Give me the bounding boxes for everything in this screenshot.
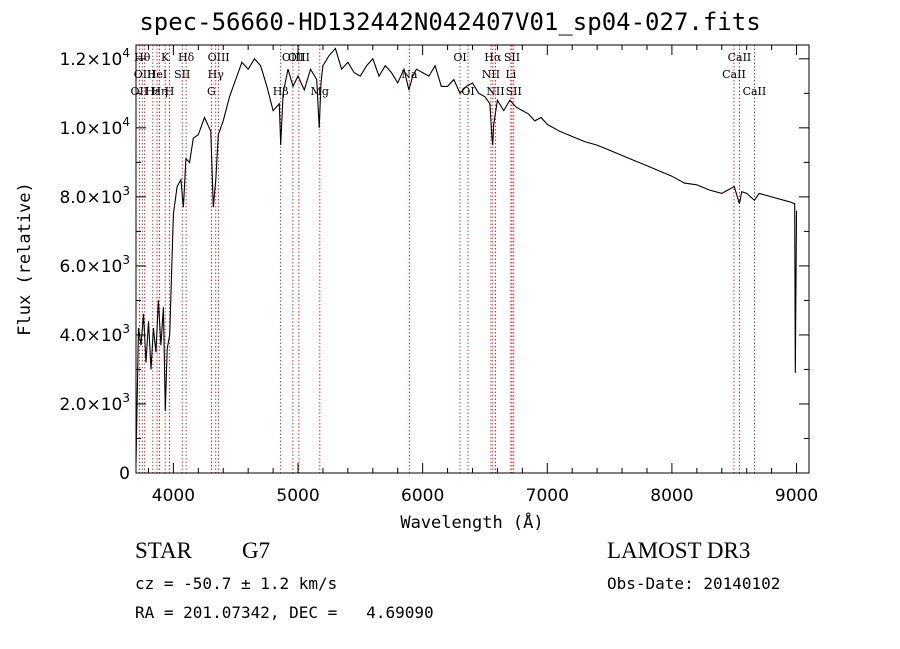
line-marker-label: HeI xyxy=(147,68,167,81)
line-marker-label: OIII xyxy=(282,51,304,64)
y-axis-label: Flux (relative) xyxy=(15,182,35,336)
spectrum-flux-line xyxy=(135,47,798,463)
y-tick-label: 6.0×103 xyxy=(59,253,130,277)
plot-frame xyxy=(135,44,810,474)
axis-ticks xyxy=(136,45,809,474)
obs-date: Obs-Date: 20140102 xyxy=(607,574,781,593)
chart-title: spec-56660-HD132442N042407V01_sp04-027.f… xyxy=(139,8,761,36)
line-marker-label: NII xyxy=(486,85,504,98)
line-marker-label: Hγ xyxy=(208,68,225,81)
x-axis-label: Wavelength (Å) xyxy=(400,511,543,533)
spectral-line-markers xyxy=(138,45,755,473)
line-marker-label: OIII xyxy=(208,51,230,64)
line-marker-label: CaII xyxy=(728,51,752,64)
line-marker-label: Na xyxy=(401,68,418,81)
x-tick-label: 8000 xyxy=(650,486,693,506)
spectral-line-labels: OIIHθOIIIHεHeIHηKHSIIHδGHγOIIIHβOIIIOIII… xyxy=(131,51,767,98)
x-tick-label: 9000 xyxy=(775,486,818,506)
line-marker-label: Li xyxy=(505,68,516,81)
line-marker-label: SII xyxy=(504,51,520,64)
line-marker-label: K xyxy=(161,51,170,64)
line-marker-label: NII xyxy=(482,68,500,81)
line-marker-label: OIII xyxy=(134,68,156,81)
line-marker-label: SII xyxy=(506,85,522,98)
line-marker-label: SII xyxy=(174,68,190,81)
line-marker-label: Hθ xyxy=(134,51,151,64)
x-tick-labels: 4000 5000 6000 7000 8000 9000 xyxy=(152,486,818,506)
x-tick-label: 6000 xyxy=(401,486,444,506)
y-tick-label: 2.0×103 xyxy=(59,391,130,415)
line-marker-label: CaII xyxy=(743,85,767,98)
y-tick-label: 1.2×104 xyxy=(59,46,130,70)
y-tick-labels: 0 2.0×103 4.0×103 6.0×103 8.0×103 1.0×104 1.2×… xyxy=(59,46,130,484)
line-marker-label: H xyxy=(165,85,175,98)
line-marker-label: OI xyxy=(461,85,474,98)
survey-name: LAMOST DR3 xyxy=(607,538,751,563)
line-marker-label: Hβ xyxy=(273,85,289,98)
x-tick-label: 5000 xyxy=(276,486,319,506)
object-class: STAR xyxy=(135,538,192,563)
x-tick-label: 7000 xyxy=(526,486,569,506)
y-tick-label: 1.0×104 xyxy=(59,115,130,139)
line-marker-label: OIII xyxy=(288,51,310,64)
line-marker-label: Hη xyxy=(151,85,167,98)
line-marker-label: Hδ xyxy=(178,51,195,64)
y-tick-label: 4.0×103 xyxy=(59,322,130,346)
line-marker-label: OI xyxy=(453,51,466,64)
ra-dec: RA = 201.07342, DEC = 4.69090 xyxy=(135,603,434,622)
line-marker-label: OII xyxy=(131,85,149,98)
x-tick-label: 4000 xyxy=(152,486,195,506)
y-tick-label: 8.0×103 xyxy=(59,184,130,208)
line-marker-label: Hε xyxy=(145,85,161,98)
y-tick-label: 0 xyxy=(119,464,130,484)
redshift-cz: cz = -50.7 ± 1.2 km/s xyxy=(135,574,338,593)
line-marker-label: G xyxy=(207,85,216,98)
line-marker-label: Hα xyxy=(484,51,502,64)
line-marker-label: CaII xyxy=(722,68,746,81)
line-marker-label: Mg xyxy=(311,85,329,98)
object-subclass: G7 xyxy=(242,538,271,563)
